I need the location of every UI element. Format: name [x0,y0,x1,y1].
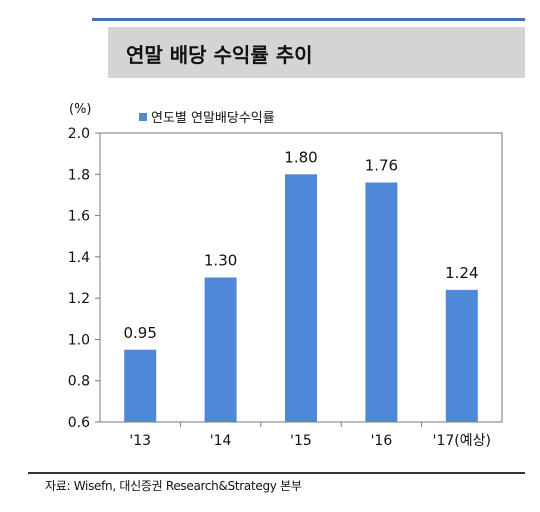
source-note: 자료: Wisefn, 대신증권 Research&Strategy 본부 [45,479,302,493]
x-tick-label: '16 [371,433,393,449]
y-axis-unit-label: (%) [69,102,92,117]
bar [204,277,237,422]
footer-rule [28,472,525,474]
y-tick-label: 1.2 [68,291,90,307]
y-tick-label: 1.0 [68,332,90,348]
bar-value-label: 1.80 [284,148,317,166]
y-tick-label: 2.0 [68,126,90,142]
legend-swatch [139,113,147,121]
bar-value-label: 0.95 [123,324,156,342]
y-tick-label: 0.6 [68,415,90,431]
bars [124,174,478,422]
bar-value-label: 1.24 [445,264,478,282]
legend-label: 연도별 연말배당수익률 [151,111,275,126]
bar-value-label: 1.76 [365,157,398,175]
y-tick-label: 1.8 [68,167,90,183]
x-tick-label: '17(예상) [433,433,491,449]
y-axis-ticks: 2.0 1.8 1.6 1.4 1.2 1.0 0.8 0.6 [68,126,100,431]
value-labels: 0.95 1.30 1.80 1.76 1.24 [123,148,478,341]
y-tick-label: 1.4 [68,250,90,266]
bar [365,182,398,422]
bar [285,174,317,422]
x-tick-label: '15 [290,433,312,449]
title-top-rule [92,18,525,21]
legend: 연도별 연말배당수익률 [139,111,275,126]
bar [445,289,478,422]
y-tick-label: 0.8 [68,374,90,390]
title-box: 연말 배당 수익률 추이 [108,27,525,78]
chart-title: 연말 배당 수익률 추이 [126,43,313,67]
x-tick-label: '14 [210,433,232,449]
x-axis-ticks: '13 '14 '15 '16 '17(예상) [129,422,491,449]
bar [124,349,157,422]
y-tick-label: 1.6 [68,209,90,225]
bar-value-label: 1.30 [204,252,237,270]
x-tick-label: '13 [129,433,151,449]
